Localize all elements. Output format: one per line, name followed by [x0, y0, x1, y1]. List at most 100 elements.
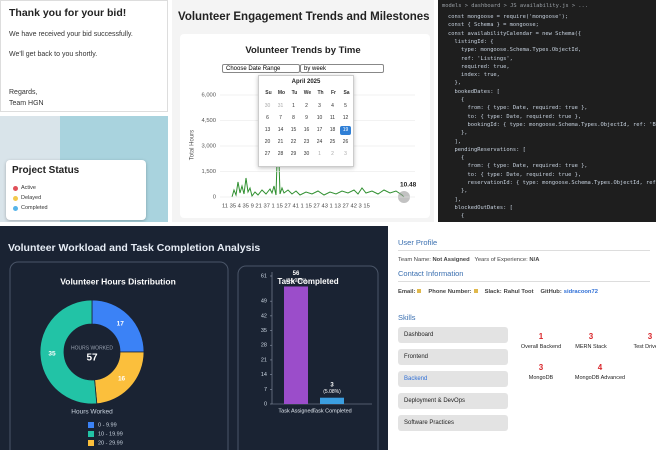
code-line: required: true,: [448, 63, 510, 70]
tasks-card: [237, 265, 379, 450]
weekday: Fr: [331, 90, 336, 96]
y-tick-label: 7: [264, 387, 267, 393]
y-tick-label: 3,000: [201, 144, 216, 150]
day[interactable]: 1: [292, 103, 295, 109]
day[interactable]: 24: [316, 139, 323, 145]
day[interactable]: 23: [303, 139, 310, 145]
day[interactable]: 6: [266, 115, 269, 121]
donut-center-label: HOURS WORKED: [71, 345, 113, 351]
email-signoff: Team HGN: [9, 100, 44, 107]
status-title: Project Status: [12, 165, 80, 176]
weekday: Mo: [277, 90, 286, 96]
code-line: blockedOutDates: [: [448, 204, 513, 211]
contact-label: Email:: [398, 289, 416, 295]
legend-swatch: [88, 422, 94, 428]
legend-swatch: [88, 431, 94, 437]
day[interactable]: 10: [316, 115, 323, 121]
legend-dot: [13, 196, 18, 201]
skill-tab[interactable]: Software Practices: [398, 415, 508, 431]
y-axis-label: Total Hours: [190, 130, 196, 160]
day[interactable]: 30: [264, 103, 271, 109]
weekday: Su: [265, 90, 272, 96]
day-selected[interactable]: 19: [340, 126, 351, 135]
y-tick-label: 61: [261, 273, 267, 279]
day[interactable]: 22: [290, 139, 297, 145]
weekday: Tu: [291, 90, 298, 96]
legend-label: Delayed: [21, 195, 42, 201]
code-line: ],: [448, 196, 461, 203]
day[interactable]: 29: [290, 151, 297, 157]
day[interactable]: 21: [277, 139, 284, 145]
contact-label: GitHub:: [540, 289, 562, 295]
code-line: bookedDates: [: [448, 88, 500, 95]
day[interactable]: 28: [277, 151, 284, 157]
day[interactable]: 25: [329, 139, 336, 145]
legend-label: 10 - 19.99: [98, 431, 123, 437]
divider: [398, 250, 650, 251]
skill-score: 1: [538, 332, 544, 341]
day[interactable]: 17: [316, 127, 323, 133]
legend-label: Completed: [21, 205, 48, 211]
skill-tab[interactable]: Dashboard: [398, 327, 508, 343]
segment-label: 35: [48, 351, 56, 358]
day[interactable]: 20: [264, 139, 271, 145]
bar-percent: (5.08%): [323, 389, 341, 395]
skill-tab[interactable]: Deployment & DevOps: [398, 393, 508, 409]
email-line: We have received your bid successfully.: [9, 31, 133, 38]
legend-label: Active: [21, 185, 36, 191]
code-editor: models > dashboard > JS availability.js …: [438, 0, 656, 222]
day[interactable]: 4: [331, 103, 334, 109]
day[interactable]: 7: [279, 115, 282, 121]
code-line: listingId: {: [448, 38, 494, 45]
day[interactable]: 5: [344, 103, 347, 109]
y-tick-label: 0: [264, 401, 267, 407]
code-line: {: [448, 97, 465, 103]
y-tick-label: 14: [261, 372, 267, 378]
day[interactable]: 12: [342, 115, 349, 121]
day[interactable]: 2: [331, 151, 334, 157]
period-select[interactable]: by week: [300, 64, 384, 73]
day[interactable]: 15: [290, 127, 297, 133]
day[interactable]: 3: [318, 103, 321, 109]
date-range-select[interactable]: Choose Date Range: [222, 64, 300, 73]
day[interactable]: 2: [305, 103, 308, 109]
skill-name: Overall Backend: [520, 344, 562, 350]
legend-dot: [13, 206, 18, 211]
day[interactable]: 31: [277, 103, 284, 109]
code-line: reservationId: { type: mongoose.Schema.T…: [448, 180, 656, 186]
profile-panel: User Profile Team Name: Not Assigned Yea…: [392, 226, 656, 450]
code-line: index: true,: [448, 72, 500, 79]
day[interactable]: 16: [303, 127, 310, 133]
day[interactable]: 14: [277, 127, 284, 133]
day[interactable]: 26: [342, 139, 349, 145]
day[interactable]: 1: [318, 151, 321, 157]
skill-score: 3: [538, 363, 544, 372]
y-tick-label: 49: [261, 299, 267, 305]
day[interactable]: 9: [305, 115, 308, 121]
skill-name: Test Driven D: [633, 344, 656, 350]
skill-tab[interactable]: Backend: [398, 371, 508, 387]
experience-value: N/A: [529, 257, 540, 263]
legend-swatch: [88, 440, 94, 446]
email-signoff: Regards,: [9, 89, 38, 96]
skill-score: 3: [588, 332, 594, 341]
segment-label: 16: [118, 376, 126, 383]
skill-tab[interactable]: Frontend: [398, 349, 508, 365]
calendar-popup: April 2025 Su Mo Tu We Th Fr Sa 30 31 1 2 3 4 5 6 7 8 9 10…: [258, 75, 354, 167]
divider: [398, 281, 650, 282]
y-tick-label: 42: [261, 313, 267, 319]
day[interactable]: 3: [344, 151, 347, 157]
status-card: Project Status Active Delayed Completed: [6, 160, 146, 220]
day[interactable]: 18: [329, 127, 336, 133]
lock-icon: [473, 289, 478, 293]
day[interactable]: 30: [303, 151, 310, 157]
code-line: to: { type: Date, required: true },: [448, 171, 582, 178]
day[interactable]: 11: [329, 115, 336, 121]
code-line: ],: [448, 138, 461, 145]
skill-name: MongoDB Advanced: [574, 375, 626, 381]
day[interactable]: 27: [264, 151, 271, 157]
project-status-panel: Project Status Active Delayed Completed: [0, 116, 168, 222]
day[interactable]: 8: [292, 115, 295, 121]
calendar-month: April 2025: [291, 79, 321, 85]
day[interactable]: 13: [264, 127, 271, 133]
